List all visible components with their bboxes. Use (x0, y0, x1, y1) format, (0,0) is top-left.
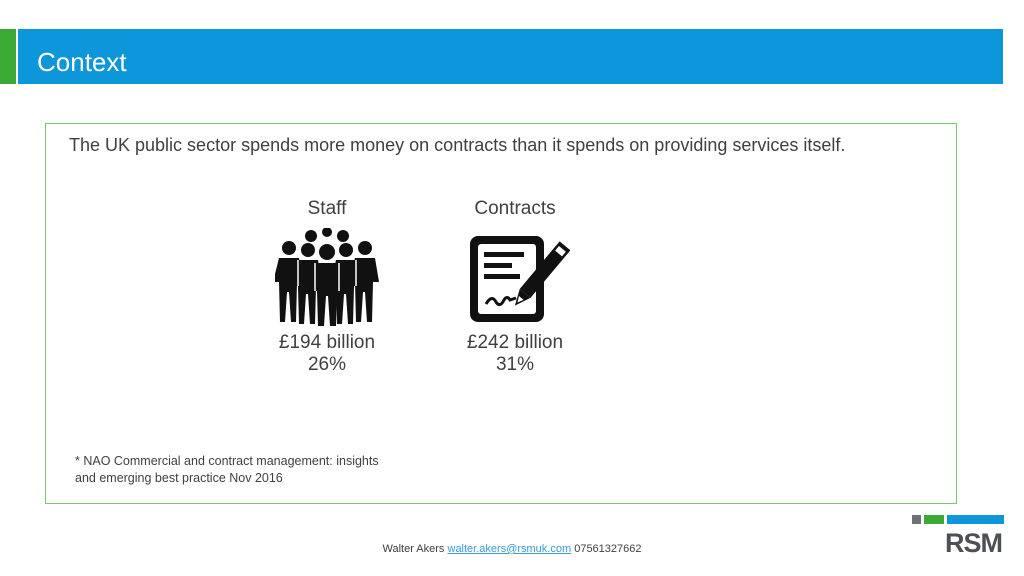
logo-bar-grey (912, 515, 921, 524)
people-group-icon (262, 222, 392, 332)
content-box (45, 123, 957, 504)
staff-stat: Staff (262, 198, 392, 376)
intro-text: The UK public sector spends more money o… (69, 135, 846, 155)
footer-name: Walter Akers (382, 543, 445, 555)
title-bar (18, 29, 1003, 84)
title-accent-bar (0, 29, 16, 84)
staff-amount: £194 billion (278, 332, 376, 353)
footnote: * NAO Commercial and contract management… (75, 454, 379, 485)
rsm-logo: RSM (945, 528, 1003, 558)
staff-label: Staff (307, 198, 347, 219)
footer: Walter Akers walter.akers@rsmuk.com 0756… (0, 543, 1024, 555)
contracts-label: Contracts (474, 198, 556, 219)
staff-percent: 26% (307, 354, 347, 375)
contracts-stat: Contracts £242 billion 31% (450, 198, 580, 376)
contracts-amount: £242 billion (466, 332, 564, 353)
footer-email-link[interactable]: walter.akers@rsmuk.com (447, 543, 572, 555)
footer-phone: 07561327662 (574, 543, 642, 555)
contract-signing-icon (450, 222, 580, 332)
contracts-percent: 31% (495, 354, 535, 375)
logo-bar-blue (947, 515, 1004, 524)
logo-bar-green (924, 515, 944, 524)
page-title: Context (37, 47, 127, 77)
logo-bars (912, 515, 1004, 524)
